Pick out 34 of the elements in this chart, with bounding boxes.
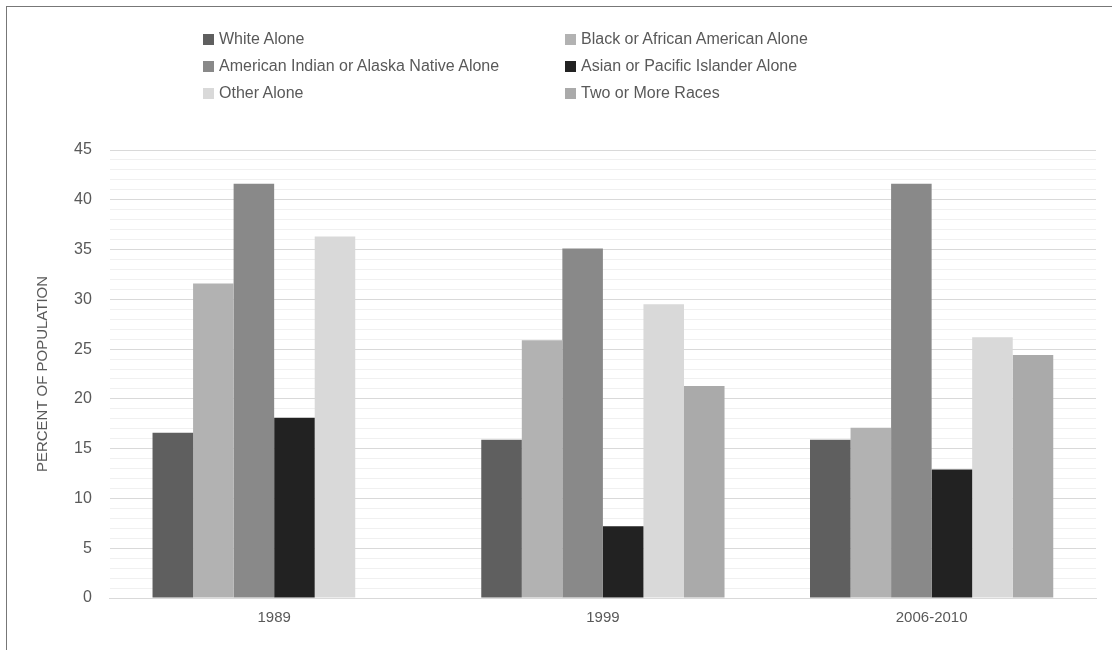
bar: [152, 432, 194, 598]
y-tick-label: 40: [74, 190, 92, 208]
bar: [810, 439, 851, 598]
bar: [274, 417, 315, 598]
x-tick-label: 1999: [586, 608, 620, 626]
bar: [562, 248, 603, 598]
y-axis-title: PERCENT OF POPULATION: [33, 275, 51, 473]
bar: [602, 526, 644, 598]
y-tick-label: 0: [82, 588, 92, 606]
y-tick-label: 25: [74, 339, 92, 357]
y-tick-label: 35: [74, 239, 92, 257]
bar: [850, 427, 892, 598]
y-tick-label: 5: [82, 538, 92, 556]
legend-label: Asian or Pacific Islander Alone: [581, 57, 798, 75]
legend-label: Two or More Races: [581, 84, 720, 102]
legend-label: American Indian or Alaska Native Alone: [219, 57, 500, 75]
y-tick-label: 10: [74, 488, 92, 506]
bar: [233, 183, 275, 598]
y-tick-label: 45: [74, 140, 92, 158]
y-tick-label: 15: [74, 439, 92, 457]
bar: [193, 283, 234, 598]
x-tick-label: 2006-2010: [895, 608, 968, 626]
bar: [521, 340, 563, 598]
y-tick-label: 30: [74, 289, 92, 307]
bar: [1012, 355, 1054, 598]
legend-label: White Alone: [219, 30, 305, 48]
x-tick-label: 1989: [257, 608, 291, 626]
legend-label: Black or African American Alone: [581, 30, 808, 48]
bar: [891, 183, 932, 598]
bar: [481, 439, 522, 598]
bar: [683, 385, 725, 598]
y-tick-label: 20: [74, 389, 92, 407]
legend-label: Other Alone: [219, 84, 304, 102]
bar: [931, 469, 973, 598]
